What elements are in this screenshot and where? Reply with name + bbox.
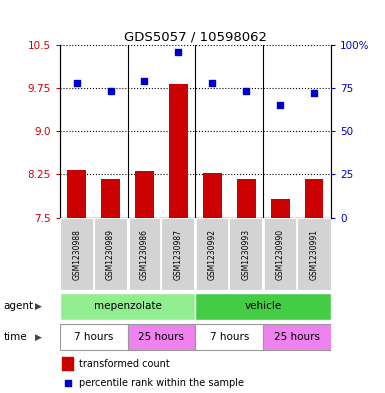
Bar [60, 324, 127, 350]
Bar [60, 293, 195, 320]
Text: GSM1230990: GSM1230990 [276, 228, 285, 280]
Text: GSM1230986: GSM1230986 [140, 229, 149, 279]
Bar [237, 178, 256, 218]
Text: GSM1230991: GSM1230991 [310, 229, 319, 279]
Bar [161, 218, 195, 290]
Bar [67, 171, 86, 218]
Bar [195, 293, 331, 320]
Bar [127, 324, 195, 350]
Point [65, 380, 71, 386]
Bar [94, 218, 127, 290]
Point [74, 80, 80, 86]
Bar [263, 218, 297, 290]
Point [277, 102, 283, 108]
Text: vehicle: vehicle [244, 301, 282, 311]
Text: transformed count: transformed count [79, 358, 169, 369]
Point [107, 88, 114, 95]
Text: GSM1230993: GSM1230993 [242, 228, 251, 280]
Bar [305, 178, 323, 218]
Text: agent: agent [4, 301, 34, 311]
Point [243, 88, 249, 95]
Text: time: time [4, 332, 27, 342]
Bar [203, 173, 222, 218]
Text: GSM1230992: GSM1230992 [208, 229, 217, 279]
Bar [195, 324, 263, 350]
Text: 25 hours: 25 hours [139, 332, 184, 342]
Text: ▶: ▶ [35, 332, 42, 342]
Point [209, 80, 216, 86]
Text: GSM1230989: GSM1230989 [106, 229, 115, 279]
Bar [62, 357, 73, 369]
Bar [135, 171, 154, 218]
Text: percentile rank within the sample: percentile rank within the sample [79, 378, 244, 388]
Bar [195, 218, 229, 290]
Point [175, 49, 181, 55]
Text: 7 hours: 7 hours [74, 332, 113, 342]
Title: GDS5057 / 10598062: GDS5057 / 10598062 [124, 31, 267, 44]
Bar [229, 218, 263, 290]
Text: GSM1230987: GSM1230987 [174, 229, 183, 279]
Text: 25 hours: 25 hours [274, 332, 320, 342]
Point [141, 78, 147, 84]
Text: ▶: ▶ [35, 302, 42, 311]
Text: mepenzolate: mepenzolate [94, 301, 161, 311]
Bar [60, 218, 94, 290]
Bar [263, 324, 331, 350]
Bar [169, 84, 188, 218]
Bar [101, 178, 120, 218]
Bar [127, 218, 161, 290]
Bar [297, 218, 331, 290]
Point [311, 90, 317, 96]
Bar [271, 199, 290, 218]
Text: GSM1230988: GSM1230988 [72, 229, 81, 279]
Text: 7 hours: 7 hours [209, 332, 249, 342]
